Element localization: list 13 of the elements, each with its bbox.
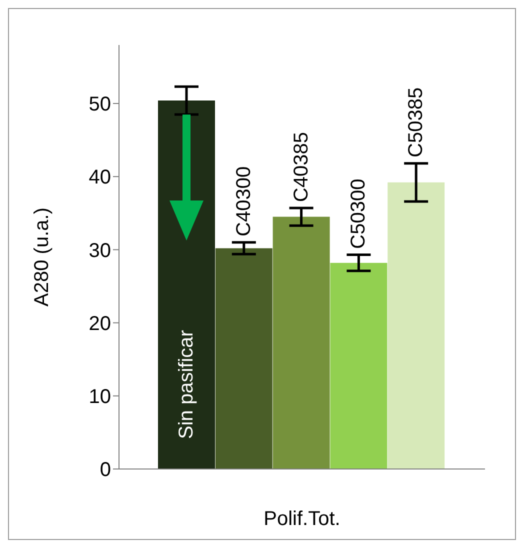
x-tick-label: C40385 <box>290 132 312 202</box>
y-tick-label: 0 <box>100 459 111 482</box>
x-axis-title: Polif.Tot. <box>264 508 340 530</box>
x-tick-label: C50385 <box>405 87 428 158</box>
y-tick-label: 50 <box>88 94 111 116</box>
y-tick-label: 30 <box>88 240 111 262</box>
y-axis-title: A280 (u.a.) <box>31 208 54 306</box>
x-tick-label: C50300 <box>348 178 370 249</box>
x-tick-label: Sin pasificar <box>176 330 198 439</box>
x-tick-label: C40300 <box>232 166 255 236</box>
y-tick-label: 20 <box>88 312 111 335</box>
y-tick-label: 10 <box>88 386 111 408</box>
y-tick-label: 40 <box>88 166 111 189</box>
